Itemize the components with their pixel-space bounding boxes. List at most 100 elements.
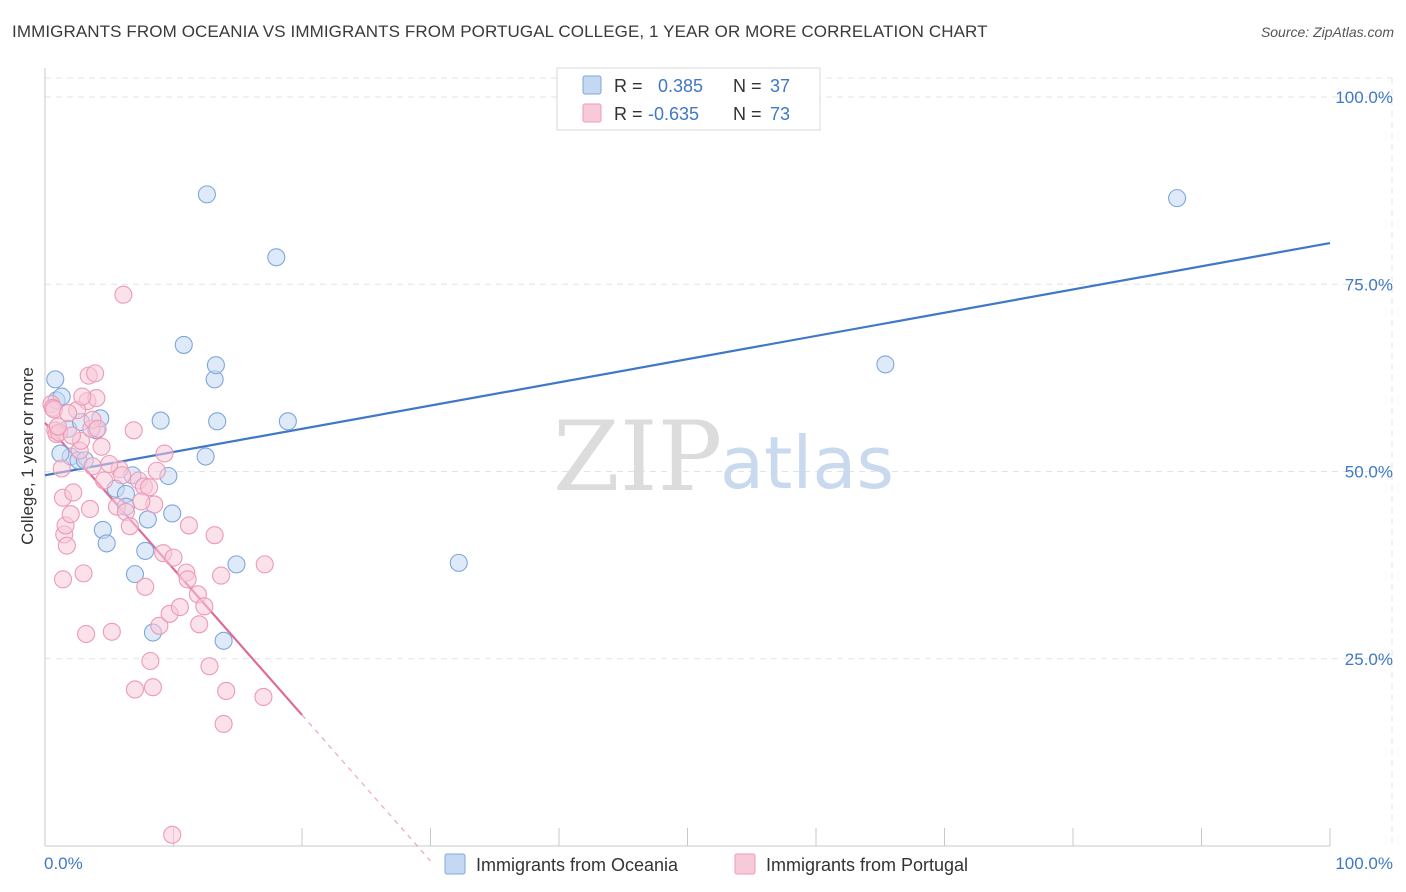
legend-n-label-portugal: N = bbox=[733, 104, 762, 124]
portugal-point-37 bbox=[136, 577, 155, 596]
portugal-point-47 bbox=[170, 598, 189, 617]
portugal-point-40 bbox=[143, 678, 162, 697]
oceania-point-19 bbox=[151, 411, 170, 430]
portugal-point-13 bbox=[64, 483, 83, 502]
oceania-point-24 bbox=[196, 447, 215, 466]
portugal-point-68 bbox=[73, 387, 92, 406]
portugal-point-6 bbox=[52, 459, 71, 478]
portugal-point-30 bbox=[114, 285, 133, 304]
portugal-point-50 bbox=[179, 516, 198, 535]
oceania-point-15 bbox=[125, 565, 144, 584]
portugal-point-61 bbox=[62, 426, 82, 445]
portugal-point-56 bbox=[214, 714, 233, 733]
portugal-trendline-extension bbox=[301, 714, 431, 862]
portugal-point-64 bbox=[80, 499, 100, 519]
oceania-point-23 bbox=[197, 185, 216, 204]
portugal-point-65 bbox=[113, 466, 132, 485]
portugal-point-32 bbox=[120, 517, 139, 536]
portugal-point-49 bbox=[178, 570, 197, 589]
correlation-legend: R = 0.385 N = 37 R = -0.635 N = 73 bbox=[556, 67, 821, 131]
oceania-point-30 bbox=[267, 248, 286, 267]
portugal-point-25 bbox=[88, 419, 107, 438]
portugal-point-52 bbox=[190, 615, 209, 634]
series-legend: Immigrants from Oceania Immigrants from … bbox=[444, 853, 968, 875]
portugal-point-34 bbox=[125, 680, 144, 699]
portugal-point-63 bbox=[100, 454, 119, 474]
legend-r-label-portugal: R = bbox=[614, 104, 643, 124]
y-tick-label-75: 75.0% bbox=[1345, 275, 1393, 294]
portugal-point-8 bbox=[53, 570, 73, 589]
portugal-point-66 bbox=[92, 437, 111, 456]
oceania-point-0 bbox=[46, 370, 65, 389]
data-points bbox=[42, 185, 1187, 844]
oceania-point-36 bbox=[51, 444, 70, 463]
portugal-point-16 bbox=[74, 564, 93, 583]
legend-swatch-oceania bbox=[582, 75, 602, 95]
portugal-point-69 bbox=[59, 404, 78, 423]
portugal-point-22 bbox=[83, 457, 102, 476]
portugal-point-23 bbox=[86, 364, 105, 383]
portugal-point-58 bbox=[254, 687, 273, 706]
legend-r-label-oceania: R = bbox=[614, 76, 643, 96]
portugal-point-27 bbox=[102, 622, 121, 641]
portugal-point-57 bbox=[217, 681, 236, 701]
oceania-point-28 bbox=[214, 631, 233, 650]
portugal-point-42 bbox=[147, 461, 166, 480]
legend-r-value-oceania: 0.385 bbox=[658, 76, 703, 96]
portugal-point-33 bbox=[124, 421, 143, 440]
oceania-point-16 bbox=[136, 541, 155, 560]
portugal-point-59 bbox=[255, 555, 274, 574]
trendlines bbox=[44, 241, 1331, 862]
oceania-point-29 bbox=[227, 555, 246, 574]
legend-swatch-portugal bbox=[582, 103, 602, 123]
portugal-point-12 bbox=[61, 505, 80, 524]
y-axis-title: College, 1 year or more bbox=[18, 367, 37, 545]
watermark: ZIP atlas bbox=[553, 401, 894, 513]
oceania-point-33 bbox=[876, 355, 895, 374]
portugal-point-54 bbox=[205, 526, 224, 545]
legend-n-label-oceania: N = bbox=[733, 76, 762, 96]
x-tick-labels: 0.0% 100.0% bbox=[44, 854, 1393, 873]
oceania-point-34 bbox=[1168, 189, 1187, 208]
portugal-point-38 bbox=[140, 478, 159, 497]
legend-n-value-portugal: 73 bbox=[770, 104, 790, 124]
oceania-point-21 bbox=[163, 504, 182, 523]
oceania-trendline bbox=[44, 241, 1331, 477]
y-tick-labels: 25.0% 50.0% 75.0% 100.0% bbox=[1335, 88, 1393, 669]
gridlines bbox=[45, 77, 1393, 846]
oceania-point-10 bbox=[97, 534, 116, 553]
portugal-point-60 bbox=[48, 417, 67, 436]
y-tick-label-50: 50.0% bbox=[1345, 463, 1393, 482]
x-tick-label-min: 0.0% bbox=[44, 854, 83, 873]
y-tick-label-25: 25.0% bbox=[1345, 650, 1393, 669]
portugal-point-46 bbox=[163, 825, 182, 844]
source-credit: Source: ZipAtlas.com bbox=[1260, 24, 1394, 40]
portugal-point-43 bbox=[150, 616, 169, 635]
portugal-point-67 bbox=[132, 492, 151, 511]
legend-r-value-portugal: -0.635 bbox=[648, 104, 699, 124]
series-label-oceania: Immigrants from Oceania bbox=[476, 855, 679, 875]
series-swatch-oceania bbox=[444, 853, 466, 875]
portugal-point-72 bbox=[200, 657, 219, 676]
oceania-point-31 bbox=[278, 412, 297, 431]
series-label-portugal: Immigrants from Portugal bbox=[766, 855, 968, 875]
watermark-zip: ZIP bbox=[553, 401, 722, 513]
y-tick-label-100: 100.0% bbox=[1335, 88, 1393, 107]
portugal-point-39 bbox=[141, 651, 160, 671]
oceania-point-17 bbox=[138, 510, 157, 529]
watermark-atlas: atlas bbox=[720, 421, 894, 505]
portugal-point-70 bbox=[155, 444, 174, 463]
oceania-point-22 bbox=[174, 335, 193, 354]
portugal-point-17 bbox=[77, 624, 96, 644]
oceania-point-26 bbox=[206, 356, 225, 375]
portugal-point-53 bbox=[195, 597, 214, 616]
oceania-point-32 bbox=[449, 553, 468, 572]
portugal-point-11 bbox=[57, 536, 76, 555]
portugal-point-71 bbox=[164, 548, 183, 567]
legend-n-value-oceania: 37 bbox=[770, 76, 790, 96]
x-tick-label-max: 100.0% bbox=[1335, 854, 1393, 873]
portugal-point-26 bbox=[95, 471, 114, 490]
chart-title: IMMIGRANTS FROM OCEANIA VS IMMIGRANTS FR… bbox=[12, 22, 988, 41]
portugal-point-55 bbox=[211, 566, 231, 585]
